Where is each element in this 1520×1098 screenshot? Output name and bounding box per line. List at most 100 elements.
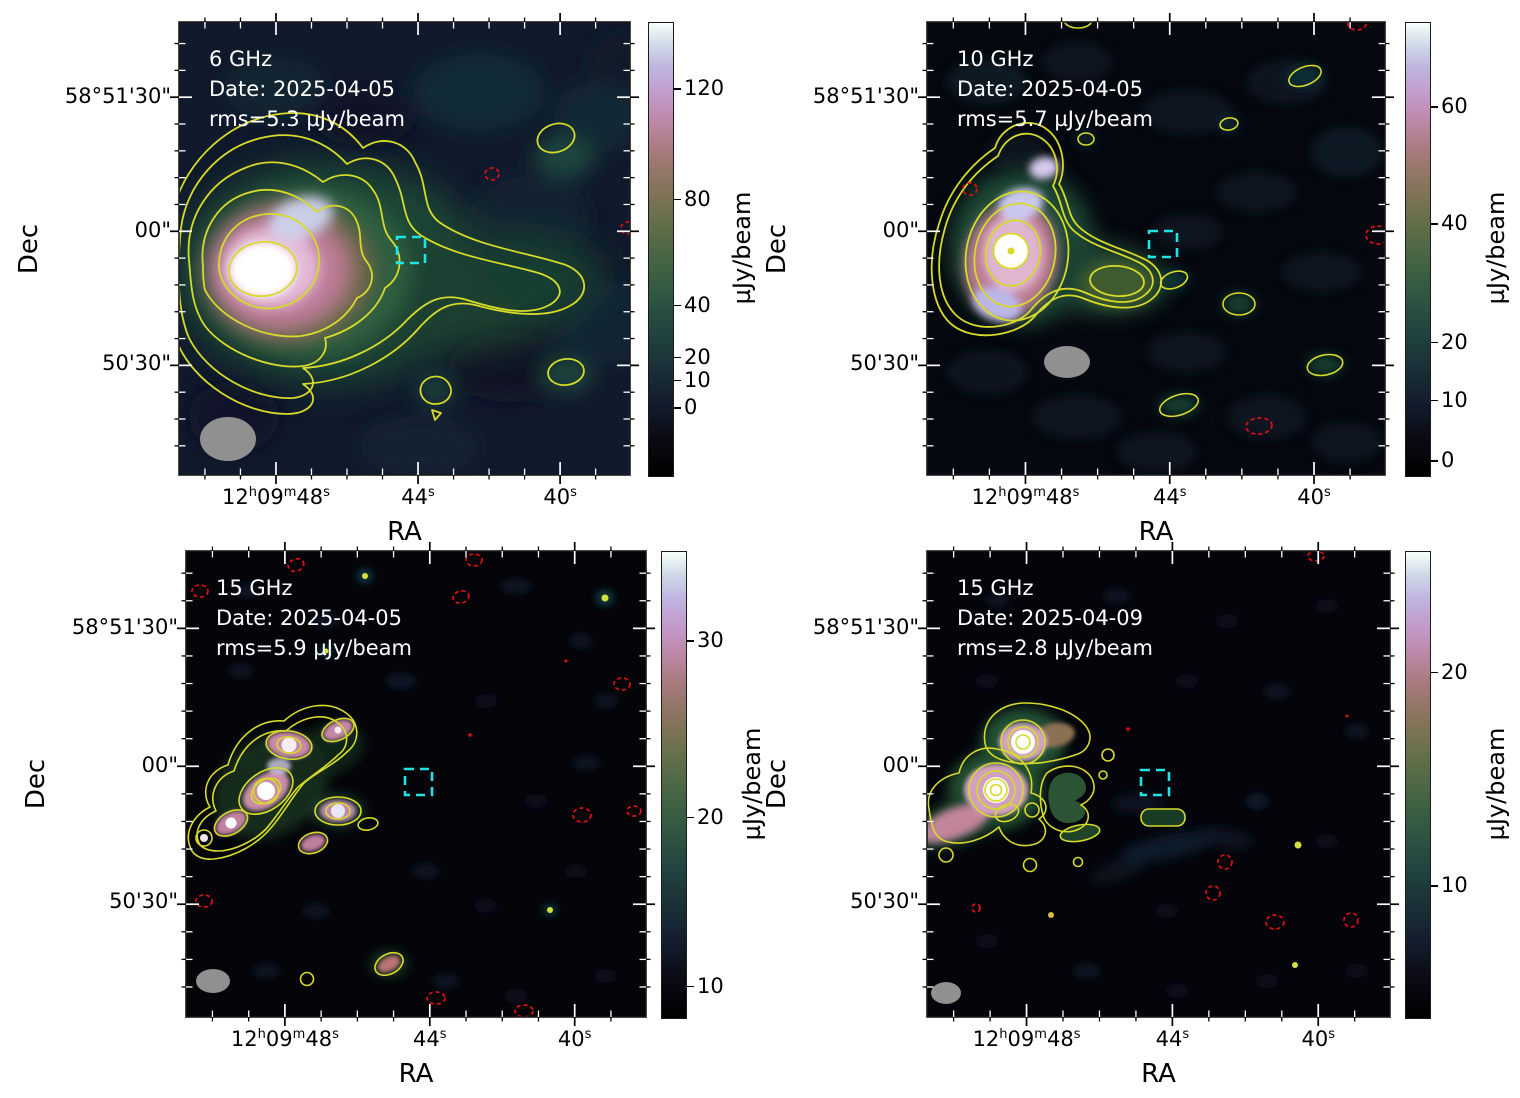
negative-contours — [971, 551, 1359, 930]
radio-map-6ghz — [170, 13, 639, 484]
rms-label: rms=5.7 µJy/beam — [957, 107, 1153, 131]
colorbar-unit-label: µJy/beam — [728, 191, 756, 305]
positive-contours — [179, 112, 586, 421]
colorbar-10ghz — [1405, 22, 1431, 477]
y-tick-label: 50'30" — [850, 350, 919, 375]
x-tick-label: 44s — [413, 1027, 447, 1051]
x-tick-label: 40s — [543, 485, 577, 509]
colorbar-tick — [1430, 671, 1438, 674]
freq-label: 15 GHz — [957, 576, 1034, 600]
y-tick-label: 58°51'30" — [64, 84, 171, 109]
freq-label: 15 GHz — [216, 576, 293, 600]
rms-label: rms=5.9 µJy/beam — [216, 636, 412, 660]
beam-ellipse — [196, 969, 230, 993]
x-axis-title: RA — [1141, 1059, 1176, 1089]
y-axis-title: Dec — [762, 758, 792, 810]
colorbar-tick — [1430, 399, 1438, 402]
map-image — [927, 22, 1385, 475]
radio-map-15ghz-apr05 — [177, 542, 655, 1026]
x-axis-title: RA — [1138, 517, 1174, 547]
positive-contours — [930, 22, 1344, 418]
plot-frame — [926, 550, 1391, 1018]
colorbar-tick — [686, 985, 694, 988]
colorbar-tick-label: 20 — [1441, 329, 1468, 354]
target-box-marker — [403, 767, 434, 797]
map-panel-15ghz-apr05: 15 GHz Date: 2025-04-05 rms=5.9 µJy/beam — [177, 542, 655, 1026]
negative-contours — [962, 22, 1385, 435]
y-tick-label: 00" — [882, 753, 919, 778]
panel-annotation: 15 GHz Date: 2025-04-09 rms=2.8 µJy/beam — [957, 573, 1153, 663]
positive-contours — [187, 573, 609, 987]
x-tick-label: 12h09m48s — [971, 485, 1080, 509]
panel-annotation: 15 GHz Date: 2025-04-05 rms=5.9 µJy/beam — [216, 573, 412, 663]
target-box-marker — [395, 235, 427, 265]
radio-map-10ghz — [918, 13, 1394, 484]
colorbar-tick — [1430, 341, 1438, 344]
x-tick-label: 12h09m48s — [221, 485, 330, 509]
y-axis-title: Dec — [762, 223, 792, 274]
date-label: Date: 2025-04-05 — [216, 606, 402, 630]
beam-ellipse — [931, 982, 961, 1004]
colorbar-tick-label: 120 — [684, 76, 725, 101]
colorbar-tick — [1430, 885, 1438, 887]
plot-frame — [926, 21, 1386, 476]
x-tick-label: 12h09m48s — [972, 1027, 1081, 1051]
date-label: Date: 2025-04-09 — [957, 606, 1143, 630]
freq-label: 10 GHz — [957, 47, 1034, 71]
colorbar-tick-label: 0 — [684, 394, 698, 419]
x-tick-label: 44s — [1152, 485, 1187, 509]
plot-frame — [178, 21, 631, 476]
freq-label: 6 GHz — [209, 47, 273, 71]
colorbar-tick — [1430, 459, 1438, 462]
target-box-marker — [1139, 768, 1171, 797]
colorbar-tick — [686, 640, 694, 643]
y-tick-label: 58°51'30" — [71, 615, 178, 640]
y-tick-label: 50'30" — [102, 350, 171, 375]
y-tick-label: 00" — [141, 753, 178, 778]
axis-ticks — [170, 13, 639, 484]
colorbar-15ghz-apr05 — [661, 551, 687, 1019]
colorbar-tick-label: 40 — [684, 292, 711, 317]
colorbar-15ghz-apr09 — [1405, 551, 1431, 1019]
y-axis-title: Dec — [21, 758, 51, 810]
colorbar-tick-label: 20 — [684, 344, 711, 369]
map-image — [179, 22, 630, 475]
x-tick-label: 40s — [1297, 485, 1331, 509]
plot-frame — [185, 550, 647, 1018]
x-tick-label: 12h09m48s — [230, 1027, 339, 1051]
axis-ticks — [918, 542, 1399, 1026]
colorbar-tick — [673, 406, 681, 409]
date-label: Date: 2025-04-05 — [209, 77, 395, 101]
map-panel-6ghz: 6 GHz Date: 2025-04-05 rms=5.3 µJy/beam — [170, 13, 639, 484]
x-axis-title: RA — [387, 517, 422, 547]
colorbar-tick-label: 20 — [1441, 659, 1468, 684]
x-tick-label: 44s — [1155, 1027, 1190, 1051]
y-axis-title: Dec — [14, 223, 44, 274]
y-tick-label: 00" — [882, 218, 919, 243]
negative-contours — [484, 167, 630, 235]
map-panel-15ghz-apr09: 15 GHz Date: 2025-04-09 rms=2.8 µJy/beam — [918, 542, 1399, 1026]
beam-ellipse — [200, 417, 256, 461]
map-image — [186, 551, 646, 1017]
rms-label: rms=5.3 µJy/beam — [209, 107, 405, 131]
rms-label: rms=2.8 µJy/beam — [957, 636, 1153, 660]
colorbar-tick-label: 10 — [684, 367, 711, 392]
colorbar-tick — [1430, 106, 1438, 108]
colorbar-tick-label: 0 — [1441, 447, 1455, 472]
panel-annotation: 10 GHz Date: 2025-04-05 rms=5.7 µJy/beam — [957, 44, 1153, 134]
axis-ticks — [177, 542, 655, 1026]
colorbar-tick — [673, 304, 681, 307]
colorbar-tick-label: 80 — [684, 186, 711, 211]
x-tick-label: 40s — [557, 1027, 592, 1051]
x-axis-title: RA — [398, 1059, 434, 1089]
colorbar-tick-label: 40 — [1441, 211, 1468, 236]
colorbar-6ghz — [648, 22, 674, 477]
y-tick-label: 00" — [134, 218, 171, 243]
map-panel-10ghz: 10 GHz Date: 2025-04-05 rms=5.7 µJy/beam — [918, 13, 1394, 484]
y-tick-label: 58°51'30" — [812, 84, 919, 109]
target-box-marker — [1147, 229, 1179, 259]
y-tick-label: 58°51'30" — [812, 615, 919, 640]
colorbar-tick-label: 10 — [1441, 387, 1468, 412]
axis-ticks — [918, 13, 1394, 484]
